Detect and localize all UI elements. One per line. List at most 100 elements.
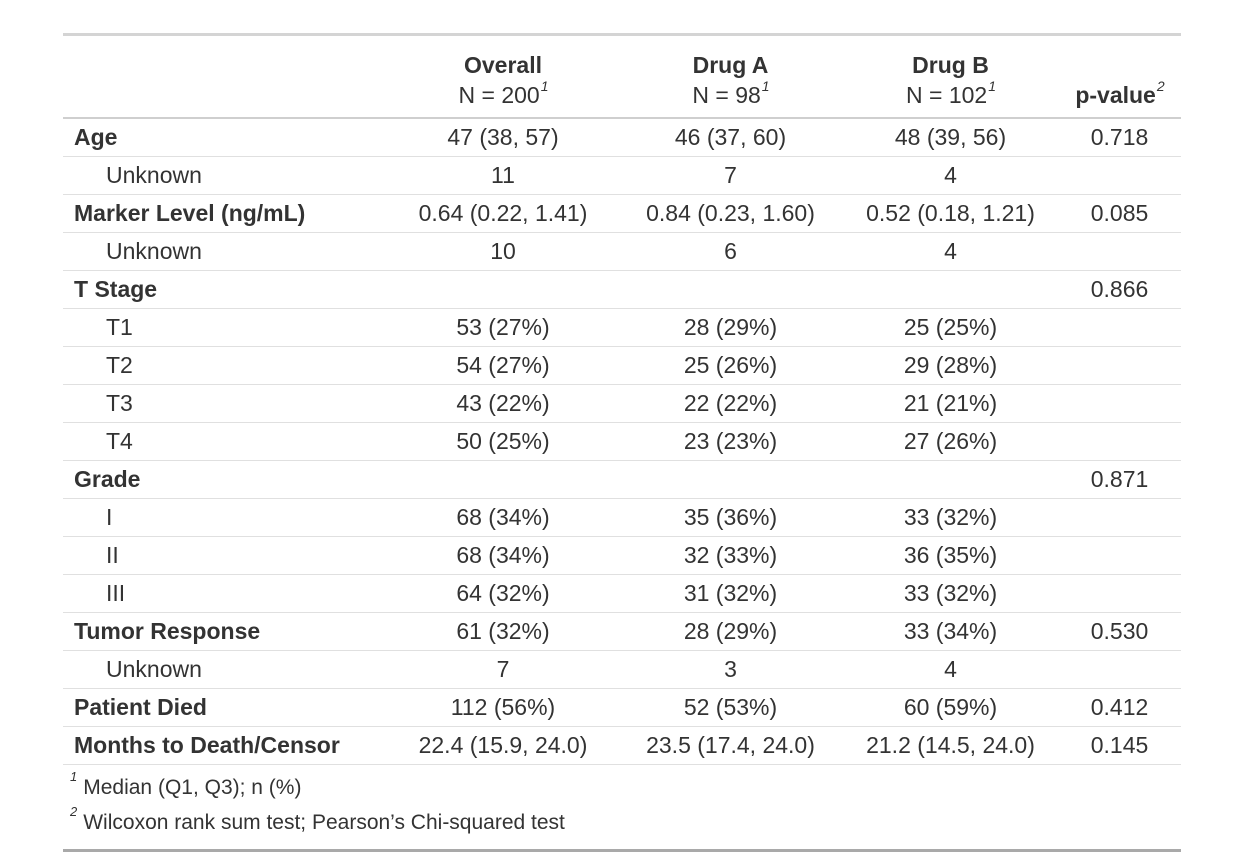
cell-p-value [1058, 536, 1181, 575]
cell-drug-a: 25 (26%) [618, 346, 843, 385]
cell-overall [388, 270, 618, 309]
cell-drug-a: 28 (29%) [618, 308, 843, 347]
cell-drug-a: 23.5 (17.4, 24.0) [618, 726, 843, 765]
row-label: II [63, 536, 388, 575]
summary-table: Overall N = 2001 Drug A N = 981 Drug B N… [63, 36, 1181, 765]
cell-overall: 50 (25%) [388, 422, 618, 461]
cell-p-value: 0.145 [1058, 726, 1181, 765]
cell-drug-b [843, 460, 1058, 499]
footnote-line: 1 Median (Q1, Q3); n (%) [63, 770, 1181, 805]
table-header: Overall N = 2001 Drug A N = 981 Drug B N… [63, 36, 1181, 119]
table-row: II 68 (34%) 32 (33%) 36 (35%) [63, 536, 1181, 575]
row-label: T3 [63, 384, 388, 423]
table-row: Grade 0.871 [63, 460, 1181, 499]
table-row: Marker Level (ng/mL) 0.64 (0.22, 1.41) 0.8… [63, 194, 1181, 233]
row-label: Grade [63, 460, 388, 499]
row-label: Age [63, 118, 388, 157]
row-label: I [63, 498, 388, 537]
row-label: III [63, 574, 388, 613]
cell-p-value: 0.866 [1058, 270, 1181, 309]
cell-drug-b: 48 (39, 56) [843, 118, 1058, 157]
cell-drug-a: 0.84 (0.23, 1.60) [618, 194, 843, 233]
cell-p-value: 0.412 [1058, 688, 1181, 727]
header-row: Overall N = 2001 Drug A N = 981 Drug B N… [63, 36, 1181, 119]
cell-drug-b: 27 (26%) [843, 422, 1058, 461]
table-row: T3 43 (22%) 22 (22%) 21 (21%) [63, 384, 1181, 423]
summary-table-container: Overall N = 2001 Drug A N = 981 Drug B N… [63, 33, 1181, 852]
footnote-text: Wilcoxon rank sum test; Pearson’s Chi-sq… [83, 811, 565, 834]
n-value: N = 200 [458, 82, 540, 108]
table-row: Unknown 11 7 4 [63, 156, 1181, 195]
column-n-drug-a: N = 981 [624, 78, 837, 110]
table-row: T Stage 0.866 [63, 270, 1181, 309]
header-cell-blank [63, 36, 388, 119]
cell-p-value [1058, 346, 1181, 385]
cell-drug-a: 35 (36%) [618, 498, 843, 537]
n-value: N = 98 [692, 82, 761, 108]
row-label: T2 [63, 346, 388, 385]
cell-p-value [1058, 384, 1181, 423]
cell-overall: 0.64 (0.22, 1.41) [388, 194, 618, 233]
cell-overall: 47 (38, 57) [388, 118, 618, 157]
row-label: Tumor Response [63, 612, 388, 651]
table-row: III 64 (32%) 31 (32%) 33 (32%) [63, 574, 1181, 613]
column-title-drug-b: Drug B [912, 52, 989, 78]
cell-p-value [1058, 308, 1181, 347]
column-title-pvalue: p-value [1075, 82, 1156, 108]
table-row: Unknown 7 3 4 [63, 650, 1181, 689]
cell-overall: 22.4 (15.9, 24.0) [388, 726, 618, 765]
cell-p-value: 0.530 [1058, 612, 1181, 651]
table-row: T2 54 (27%) 25 (26%) 29 (28%) [63, 346, 1181, 385]
cell-drug-a: 6 [618, 232, 843, 271]
row-label: T4 [63, 422, 388, 461]
footnote-mark: 2 [70, 804, 78, 819]
cell-overall: 43 (22%) [388, 384, 618, 423]
footnote-mark: 2 [1156, 78, 1165, 95]
table-row: T4 50 (25%) 23 (23%) 27 (26%) [63, 422, 1181, 461]
column-n-drug-b: N = 1021 [849, 78, 1052, 110]
cell-drug-a [618, 270, 843, 309]
cell-drug-b: 29 (28%) [843, 346, 1058, 385]
cell-overall: 11 [388, 156, 618, 195]
cell-overall: 64 (32%) [388, 574, 618, 613]
cell-p-value [1058, 574, 1181, 613]
cell-drug-a: 52 (53%) [618, 688, 843, 727]
row-label: T1 [63, 308, 388, 347]
table-row: Months to Death/Censor 22.4 (15.9, 24.0) 2… [63, 726, 1181, 765]
cell-drug-b: 21.2 (14.5, 24.0) [843, 726, 1058, 765]
cell-drug-b: 25 (25%) [843, 308, 1058, 347]
cell-drug-a: 31 (32%) [618, 574, 843, 613]
header-cell-overall: Overall N = 2001 [388, 36, 618, 119]
cell-p-value: 0.718 [1058, 118, 1181, 157]
cell-p-value [1058, 422, 1181, 461]
column-title-overall: Overall [464, 52, 542, 78]
cell-overall: 53 (27%) [388, 308, 618, 347]
footnote-mark: 1 [761, 78, 770, 95]
cell-drug-b [843, 270, 1058, 309]
footnote-mark: 1 [70, 769, 78, 784]
cell-drug-a: 32 (33%) [618, 536, 843, 575]
row-label: Months to Death/Censor [63, 726, 388, 765]
cell-drug-b: 36 (35%) [843, 536, 1058, 575]
cell-drug-b: 4 [843, 156, 1058, 195]
footnote-mark: 1 [540, 78, 549, 95]
table-row: I 68 (34%) 35 (36%) 33 (32%) [63, 498, 1181, 537]
cell-drug-a: 23 (23%) [618, 422, 843, 461]
cell-overall: 68 (34%) [388, 536, 618, 575]
table-footnotes: 1 Median (Q1, Q3); n (%) 2 Wilcoxon rank su… [63, 765, 1181, 849]
cell-overall: 10 [388, 232, 618, 271]
row-label: T Stage [63, 270, 388, 309]
cell-drug-b: 4 [843, 650, 1058, 689]
row-label: Unknown [63, 650, 388, 689]
cell-p-value [1058, 498, 1181, 537]
cell-overall: 54 (27%) [388, 346, 618, 385]
n-value: N = 102 [906, 82, 988, 108]
cell-overall [388, 460, 618, 499]
footnote-line: 2 Wilcoxon rank sum test; Pearson’s Chi-s… [63, 805, 1181, 840]
table-body: Age 47 (38, 57) 46 (37, 60) 48 (39, 56) 0.71… [63, 118, 1181, 765]
footnote-text: Median (Q1, Q3); n (%) [83, 776, 302, 799]
header-cell-drug-a: Drug A N = 981 [618, 36, 843, 119]
footnote-mark: 1 [988, 78, 996, 95]
column-title-drug-a: Drug A [692, 52, 769, 78]
row-label: Patient Died [63, 688, 388, 727]
